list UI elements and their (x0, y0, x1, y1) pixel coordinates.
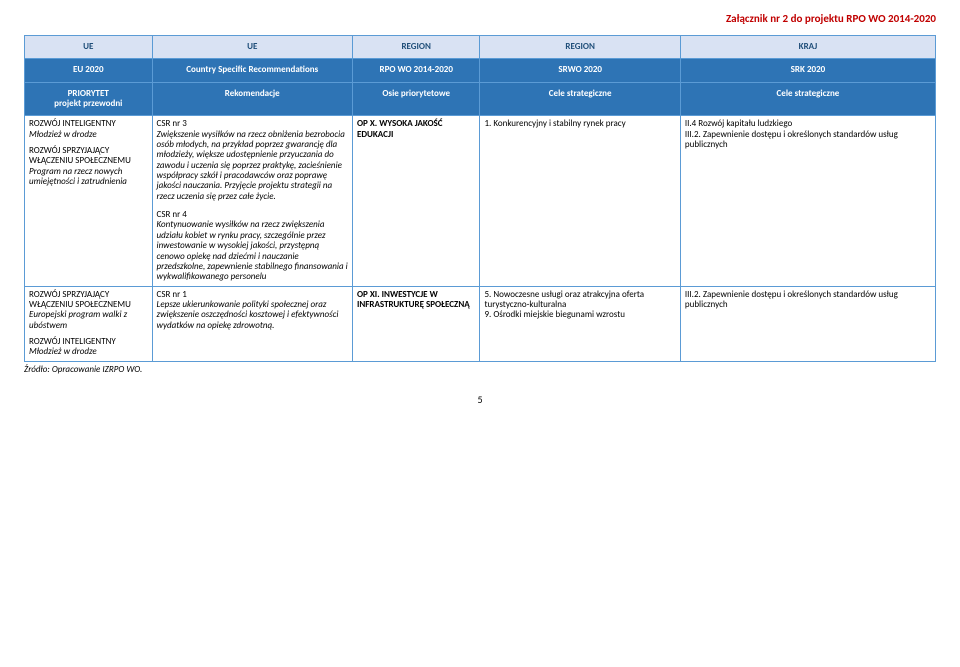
cell-strategic-1: 1. Konkurencyjny i stabilny rynek pracy (480, 116, 680, 286)
strategic-line: 9. Ośrodki miejskie biegunami wzrostu (484, 310, 675, 320)
cell-priority-1: ROZWÓJ INTELIGENTNY Młodzież w drodze RO… (25, 116, 153, 286)
th-ue-1: UE (25, 36, 153, 59)
header-row-2: EU 2020 Country Specific Recommendations… (25, 59, 936, 82)
cell-priority-2: ROZWÓJ SPRZYJAJĄCY WŁĄCZENIU SPOŁECZNEMU… (25, 286, 153, 361)
cell-strategic-srk-1: II.4 Rozwój kapitału ludzkiego III.2. Za… (680, 116, 935, 286)
priority-label: ROZWÓJ SPRZYJAJĄCY WŁĄCZENIU SPOŁECZNEMU (29, 290, 148, 311)
th-csr: Country Specific Recommendations (152, 59, 352, 82)
priority-subtitle: Europejski program walki z ubóstwem (29, 310, 148, 331)
th-osie: Osie priorytetowe (352, 82, 480, 116)
cell-axis-1: OP X. WYSOKA JAKOŚĆ EDUKACJI (352, 116, 480, 286)
strategic-line: 5. Nowoczesne usługi oraz atrakcyjna ofe… (484, 290, 675, 311)
srk-line: III.2. Zapewnienie dostępu i określonych… (685, 130, 931, 151)
table-row: ROZWÓJ SPRZYJAJĄCY WŁĄCZENIU SPOŁECZNEMU… (25, 286, 936, 361)
csr-text: Zwiększenie wysiłków na rzecz obniżenia … (157, 130, 348, 202)
cell-recommendation-2: CSR nr 1 Lepsze ukierunkowanie polityki … (152, 286, 352, 361)
th-srwo: SRWO 2020 (480, 59, 680, 82)
th-kraj: KRAJ (680, 36, 935, 59)
priority-subtitle: Program na rzecz nowych umiejętności i z… (29, 167, 148, 188)
attachment-title: Załącznik nr 2 do projektu RPO WO 2014-2… (24, 12, 936, 25)
th-rpo: RPO WO 2014-2020 (352, 59, 480, 82)
header-row-3: PRIORYTET projekt przewodni Rekomendacje… (25, 82, 936, 116)
th-cele-1: Cele strategiczne (480, 82, 680, 116)
main-table: UE UE REGION REGION KRAJ EU 2020 Country… (24, 35, 936, 362)
priority-subtitle: Młodzież w drodze (29, 130, 148, 140)
th-cele-2: Cele strategiczne (680, 82, 935, 116)
cell-recommendation-1: CSR nr 3 Zwiększenie wysiłków na rzecz o… (152, 116, 352, 286)
th-region-2: REGION (480, 36, 680, 59)
th-srk: SRK 2020 (680, 59, 935, 82)
th-ue-2: UE (152, 36, 352, 59)
cell-strategic-srk-2: III.2. Zapewnienie dostępu i określonych… (680, 286, 935, 361)
th-priorytet: PRIORYTET projekt przewodni (25, 82, 153, 116)
header-row-1: UE UE REGION REGION KRAJ (25, 36, 936, 59)
cell-strategic-2: 5. Nowoczesne usługi oraz atrakcyjna ofe… (480, 286, 680, 361)
csr-text: Lepsze ukierunkowanie polityki społeczne… (157, 300, 348, 331)
th-rekomendacje: Rekomendacje (152, 82, 352, 116)
cell-axis-2: OP XI. INWESTYCJE W INFRASTRUKTURĘ SPOŁE… (352, 286, 480, 361)
page-number: 5 (24, 393, 936, 406)
th-eu2020: EU 2020 (25, 59, 153, 82)
priority-label: ROZWÓJ SPRZYJAJĄCY WŁĄCZENIU SPOŁECZNEMU (29, 146, 148, 167)
source-note: Źródło: Opracowanie IZRPO WO. (24, 364, 936, 375)
table-row: ROZWÓJ INTELIGENTNY Młodzież w drodze RO… (25, 116, 936, 286)
csr-text: Kontynuowanie wysiłków na rzecz zwiększe… (157, 220, 348, 282)
priority-subtitle: Młodzież w drodze (29, 347, 148, 357)
th-region-1: REGION (352, 36, 480, 59)
